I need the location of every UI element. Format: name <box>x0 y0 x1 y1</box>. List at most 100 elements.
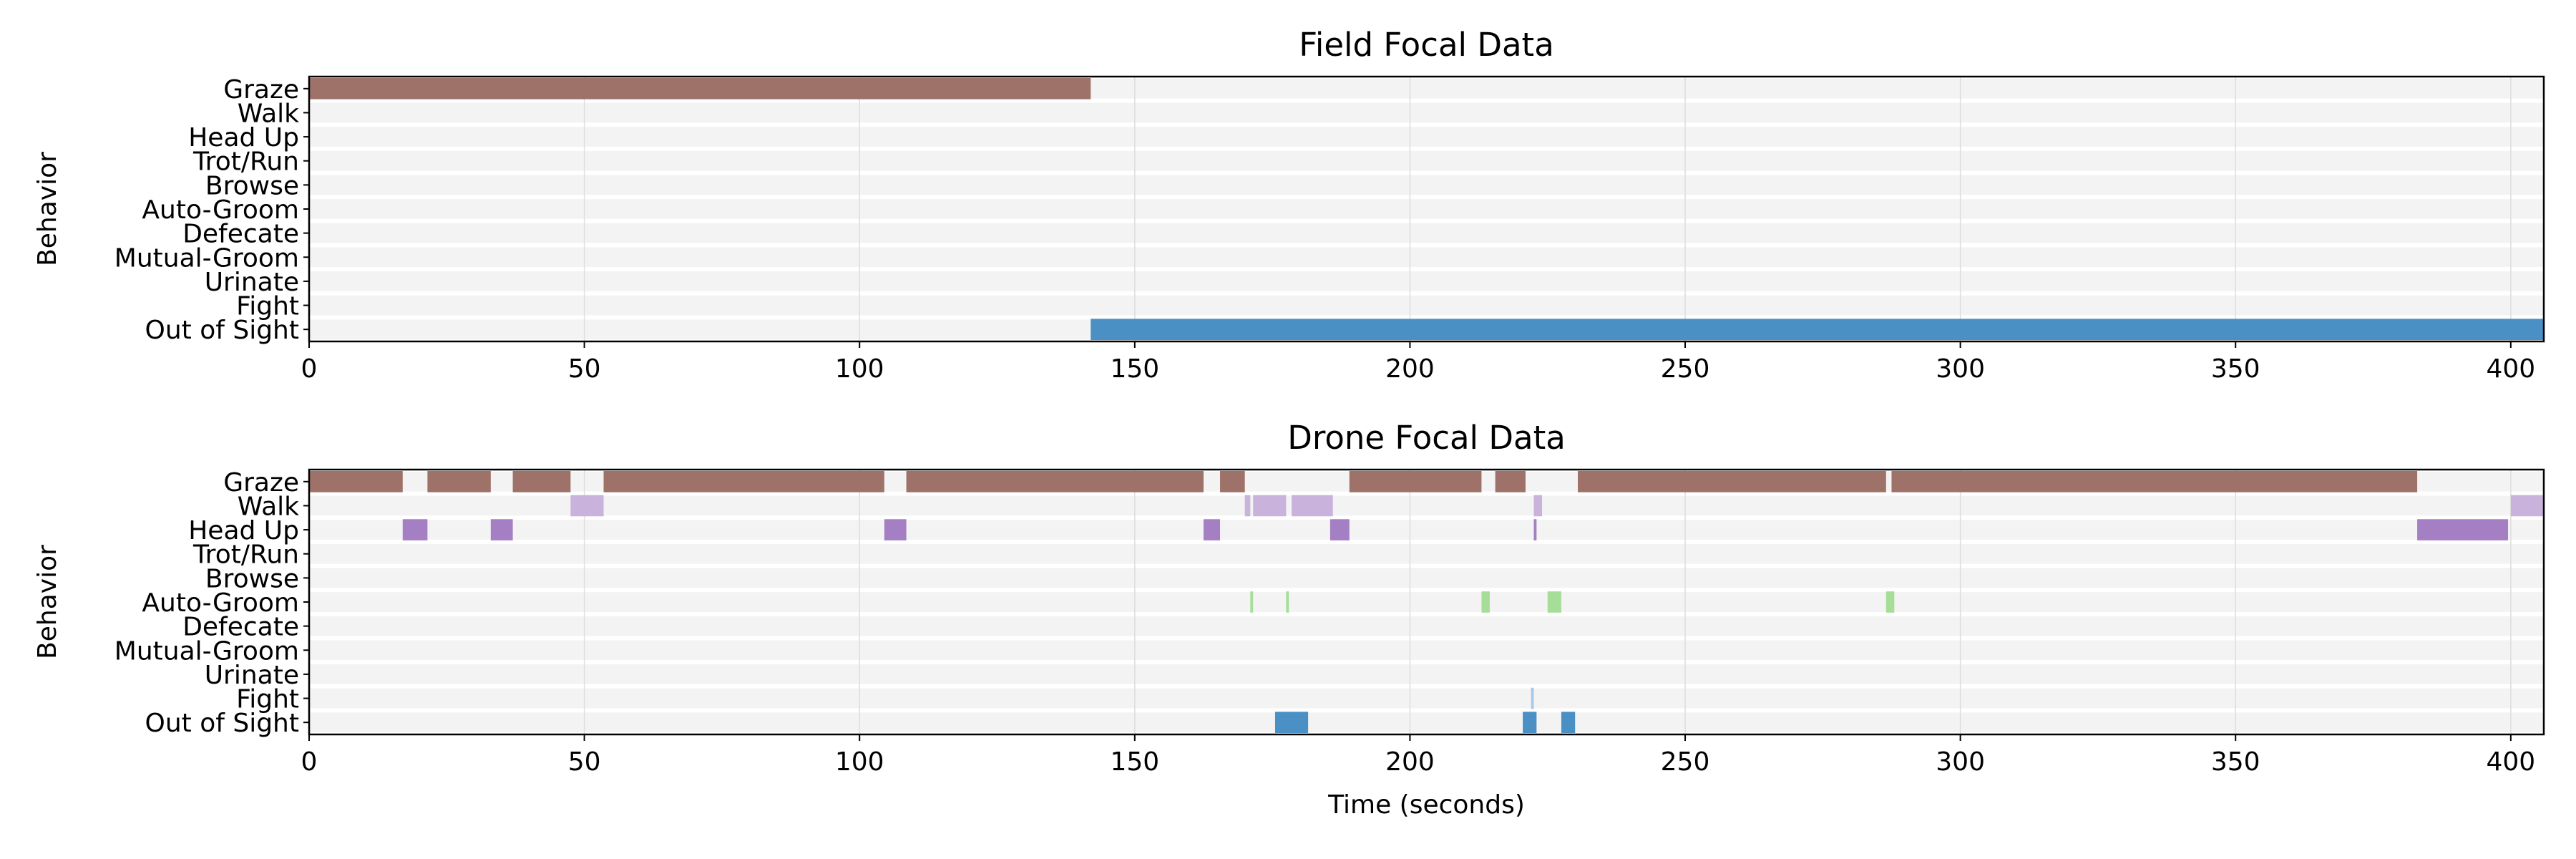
y-tick-label: Defecate <box>182 220 299 249</box>
y-tick-label: Trot/Run <box>192 540 299 570</box>
segment-graze <box>309 78 1091 100</box>
x-tick-label: 350 <box>2211 354 2260 384</box>
segment-graze <box>1891 471 2418 492</box>
y-tick-label: Graze <box>223 468 299 498</box>
segment-head-up <box>1533 519 1537 540</box>
y-tick-label: Urinate <box>205 661 299 690</box>
y-tick-label: Head Up <box>188 123 299 152</box>
segment-graze <box>906 471 1204 492</box>
segment-out-of-sight <box>1091 319 2544 340</box>
segment-auto-groom <box>1286 591 1289 613</box>
x-tick-label: 250 <box>1661 354 1710 384</box>
y-axis-label: Behavior <box>33 152 62 266</box>
x-axis-label: Time (seconds) <box>1327 790 1525 820</box>
segment-graze <box>427 471 491 492</box>
y-axis-label: Behavior <box>33 545 62 659</box>
x-tick-label: 150 <box>1110 354 1159 384</box>
x-tick-label: 150 <box>1110 747 1159 777</box>
x-tick-label: 250 <box>1661 747 1710 777</box>
segment-graze <box>512 471 571 492</box>
row-band <box>309 127 2544 147</box>
row-band <box>309 102 2544 123</box>
x-tick-label: 300 <box>1936 747 1985 777</box>
segment-out-of-sight <box>1561 712 1576 733</box>
chart-title: Drone Focal Data <box>1287 419 1566 457</box>
x-tick-label: 200 <box>1385 354 1435 384</box>
row-band <box>309 688 2544 709</box>
segment-auto-groom <box>1885 591 1895 613</box>
segment-out-of-sight <box>1523 712 1537 733</box>
row-band <box>309 150 2544 171</box>
row-band <box>309 247 2544 268</box>
y-tick-label: Walk <box>238 99 299 128</box>
row-band <box>309 520 2544 540</box>
y-tick-label: Out of Sight <box>145 316 300 345</box>
x-tick-label: 50 <box>568 354 601 384</box>
y-tick-label: Mutual-Groom <box>114 636 299 666</box>
segment-walk <box>1244 495 1251 517</box>
x-tick-label: 200 <box>1385 747 1435 777</box>
segment-graze <box>1220 471 1245 492</box>
segment-fight <box>1531 687 1534 709</box>
x-tick-label: 350 <box>2211 747 2260 777</box>
segment-auto-groom <box>1481 591 1490 613</box>
y-tick-label: Auto-Groom <box>142 195 299 225</box>
x-tick-label: 100 <box>835 354 884 384</box>
x-tick-label: 400 <box>2486 747 2535 777</box>
y-tick-label: Graze <box>223 75 299 105</box>
segment-walk <box>2510 495 2544 517</box>
y-tick-label: Defecate <box>182 613 299 642</box>
segment-graze <box>1495 471 1526 492</box>
x-tick-label: 300 <box>1936 354 1985 384</box>
x-tick-label: 100 <box>835 747 884 777</box>
y-tick-label: Fight <box>236 685 299 714</box>
y-tick-label: Out of Sight <box>145 709 300 738</box>
segment-walk <box>1292 495 1333 517</box>
segment-walk <box>1253 495 1287 517</box>
segment-head-up <box>490 519 513 540</box>
row-band <box>309 175 2544 195</box>
row-band <box>309 664 2544 684</box>
row-band <box>309 640 2544 661</box>
row-band <box>309 712 2544 732</box>
row-band <box>309 616 2544 636</box>
y-tick-label: Trot/Run <box>192 147 299 177</box>
y-tick-label: Head Up <box>188 516 299 545</box>
y-tick-label: Browse <box>205 564 299 593</box>
x-tick-label: 0 <box>301 354 318 384</box>
segment-graze <box>603 471 884 492</box>
segment-head-up <box>2417 519 2509 540</box>
segment-head-up <box>402 519 428 540</box>
row-band <box>309 592 2544 612</box>
row-band <box>309 495 2544 516</box>
row-band <box>309 568 2544 588</box>
segment-graze <box>1578 471 1886 492</box>
segment-head-up <box>884 519 907 540</box>
row-band <box>309 271 2544 291</box>
segment-walk <box>1533 495 1543 517</box>
row-band <box>309 199 2544 219</box>
y-tick-label: Fight <box>236 292 299 321</box>
x-tick-label: 0 <box>301 747 318 777</box>
x-tick-label: 50 <box>568 747 601 777</box>
x-tick-label: 400 <box>2486 354 2535 384</box>
y-tick-label: Urinate <box>205 268 299 297</box>
segment-graze <box>309 471 403 492</box>
segment-walk <box>570 495 604 517</box>
segment-graze <box>1349 471 1482 492</box>
row-band <box>309 543 2544 564</box>
row-band <box>309 295 2544 316</box>
y-tick-label: Walk <box>238 492 299 521</box>
chart-title: Field Focal Data <box>1299 26 1554 64</box>
segment-auto-groom <box>1547 591 1561 613</box>
segment-auto-groom <box>1250 591 1254 613</box>
y-tick-label: Auto-Groom <box>142 588 299 618</box>
row-band <box>309 223 2544 243</box>
segment-head-up <box>1203 519 1221 540</box>
segment-out-of-sight <box>1274 712 1309 733</box>
y-tick-label: Mutual-Groom <box>114 243 299 273</box>
segment-head-up <box>1330 519 1350 540</box>
